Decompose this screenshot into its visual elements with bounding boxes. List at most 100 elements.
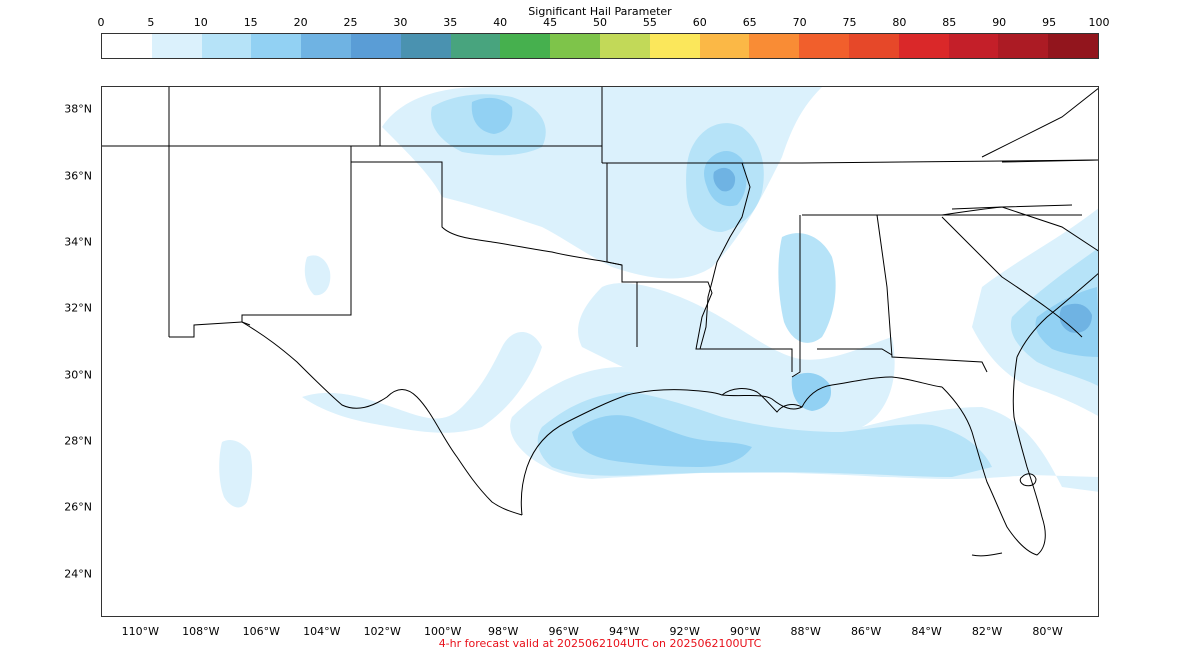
colorbar-tick-label: 25	[343, 16, 358, 29]
colorbar-ticks: 0 5 10 15 20 25 30 35 40 45 50 55 60 65 70 75 80 85 90 95 10…	[97, 16, 1110, 30]
longitude-label: 104°W	[303, 625, 341, 638]
map-frame	[101, 86, 1099, 617]
border-ok-ar-tx	[606, 163, 638, 347]
colorbar-tick-label: 20	[293, 16, 308, 29]
latitude-label: 32°N	[64, 301, 92, 315]
border-al-fl	[817, 348, 893, 356]
border-ok-panhandle	[350, 146, 623, 266]
colorbar-segment	[998, 34, 1049, 58]
coast-florida-panhandle	[831, 376, 943, 388]
latitude-label: 24°N	[64, 567, 92, 581]
hail-shading	[219, 87, 1098, 508]
lake-okeechobee	[1019, 473, 1037, 487]
forecast-valid-text: 4-hr forecast valid at 2025062104UTC on …	[438, 637, 762, 650]
hail-field-northern-dark	[471, 97, 513, 134]
border-rio-grande	[241, 321, 523, 516]
latitude-label: 36°N	[64, 169, 92, 183]
longitude-label: 92°W	[669, 625, 700, 638]
hail-field-texas-coast-dark	[572, 415, 752, 467]
border-nc-sc	[951, 206, 1098, 252]
colorbar-segment	[699, 34, 750, 58]
map-canvas	[102, 87, 1098, 557]
colorbar-tick-label: 5	[147, 16, 155, 29]
colorbar-segment	[848, 34, 899, 58]
longitude-label: 100°W	[424, 625, 462, 638]
border-la-ms	[742, 348, 793, 372]
colorbar-tick-label: 10	[193, 16, 208, 29]
colorbar-tick-label: 65	[742, 16, 757, 29]
longitude-label: 88°W	[790, 625, 821, 638]
coast-atlantic-south	[1016, 273, 1098, 358]
hail-field-alabama-dark	[791, 372, 832, 411]
border-nm-tx	[241, 162, 352, 326]
colorbar-segment	[201, 34, 252, 58]
hail-field-oklahoma	[304, 255, 331, 296]
latitude-label: 28°N	[64, 434, 92, 448]
longitude-label: 108°W	[182, 625, 220, 638]
hail-field-new-mexico	[219, 440, 253, 508]
colorbar-segment	[151, 34, 202, 58]
colorbar-segment	[799, 34, 849, 58]
colorbar-segment	[749, 34, 800, 58]
colorbar-tick-label: 60	[692, 16, 707, 29]
latitude-label: 34°N	[64, 235, 92, 249]
colorbar-tick-label: 30	[393, 16, 408, 29]
colorbar-segment	[450, 34, 501, 58]
colorbar-segment	[400, 34, 451, 58]
coast-keys	[971, 552, 1003, 557]
colorbar	[101, 33, 1099, 59]
colorbar-segment	[599, 34, 650, 58]
longitude-label: 98°W	[488, 625, 519, 638]
latitude-label: 26°N	[64, 500, 92, 514]
colorbar-segment	[251, 34, 302, 58]
border-ms-al	[791, 215, 801, 378]
colorbar-tick-label: 85	[942, 16, 957, 29]
colorbar-title: Significant Hail Parameter	[528, 5, 672, 18]
colorbar-segment	[350, 34, 401, 58]
longitude-label: 102°W	[363, 625, 401, 638]
border-ky-va	[981, 87, 1098, 158]
border-nc-ga-sc	[941, 204, 1073, 216]
border-ky-tn	[801, 159, 1098, 164]
colorbar-segment	[1048, 34, 1098, 58]
colorbar-tick-label: 95	[1042, 16, 1057, 29]
colorbar-tick-label: 35	[443, 16, 458, 29]
border-az-nm	[169, 321, 243, 338]
colorbar-tick-label: 50	[593, 16, 607, 29]
colorbar-segment	[301, 34, 351, 58]
colorbar-tick-label: 15	[243, 16, 258, 29]
border-va-nc	[1001, 159, 1098, 163]
longitude-label: 80°W	[1032, 625, 1063, 638]
colorbar-tick-label: 90	[992, 16, 1007, 29]
longitude-label: 96°W	[548, 625, 579, 638]
colorbar-tick-label: 0	[97, 16, 105, 29]
longitude-label: 82°W	[971, 625, 1003, 638]
colorbar-segment	[948, 34, 999, 58]
coast-louisiana	[721, 384, 833, 413]
colorbar-segment	[550, 34, 600, 58]
colorbar-tick-label: 100	[1088, 16, 1110, 29]
colorbar-tick-label: 40	[493, 16, 508, 29]
colorbar-tick-label: 75	[842, 16, 857, 29]
coast-texas	[520, 389, 803, 516]
border-ms-river	[699, 162, 751, 350]
colorbar-segment	[898, 34, 949, 58]
longitude-label: 84°W	[911, 625, 942, 638]
colorbar-tick-label: 55	[642, 16, 657, 29]
longitude-label: 94°W	[609, 625, 640, 638]
latitude-label: 38°N	[64, 102, 92, 116]
latitude-label: 30°N	[64, 368, 92, 382]
border-ga-sc	[941, 216, 1083, 338]
colorbar-segment	[102, 34, 152, 58]
state-boundaries	[102, 87, 1098, 557]
coast-florida-peninsula	[941, 356, 1046, 556]
longitude-label: 106°W	[242, 625, 280, 638]
colorbar-tick-label: 70	[792, 16, 807, 29]
longitude-label: 90°W	[729, 625, 761, 638]
hail-field-mississippi-medium	[778, 233, 836, 343]
longitude-label: 110°W	[121, 625, 159, 638]
longitude-label: 86°W	[850, 625, 882, 638]
border-al-ga	[876, 214, 988, 373]
colorbar-tick-label: 45	[543, 16, 558, 29]
colorbar-segment	[649, 34, 700, 58]
